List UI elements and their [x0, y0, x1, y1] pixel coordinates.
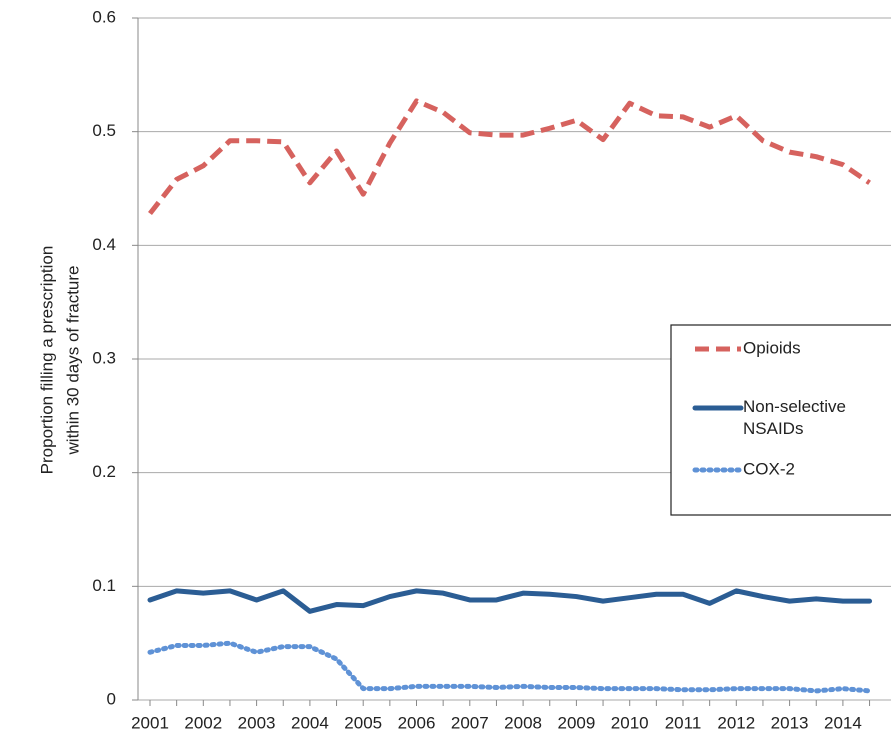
x-tick-label: 2014: [824, 713, 862, 732]
x-tick-label: 2006: [398, 713, 436, 732]
x-tick-label: 2003: [238, 713, 276, 732]
data-line: [147, 588, 873, 614]
x-tick-label: 2009: [557, 713, 595, 732]
x-tick-label: 2008: [504, 713, 542, 732]
y-tick-label: 0.5: [92, 121, 116, 140]
y-tick-label: 0.2: [92, 462, 116, 481]
legend: Opioids Non-selective NSAIDs COX-2: [670, 324, 891, 516]
x-tick-label: 2011: [665, 713, 702, 732]
legend-label: Opioids: [743, 338, 801, 357]
y-axis-label: Proportion filling a prescription: [37, 246, 56, 475]
data-line: [147, 640, 873, 694]
x-tick-label: 2010: [611, 713, 649, 732]
y-tick-label: 0.3: [92, 348, 116, 367]
x-tick-label: 2002: [184, 713, 222, 732]
x-tick-label: 2005: [344, 713, 382, 732]
x-tick-label: 2007: [451, 713, 489, 732]
y-tick-label: 0.1: [92, 576, 116, 595]
x-tick-label: 2013: [771, 713, 809, 732]
legend-label: COX-2: [743, 459, 795, 478]
x-tick-label: 2001: [131, 713, 169, 732]
y-tick-label: 0.4: [92, 235, 116, 254]
legend-label: Non-selective NSAIDs: [743, 397, 846, 438]
y-tick-label: 0: [107, 689, 116, 708]
y-axis-label: within 30 days of fracture: [63, 266, 82, 456]
x-tick-label: 2004: [291, 713, 329, 732]
y-tick-label: 0.6: [92, 7, 116, 26]
data-line: [148, 98, 871, 216]
x-tick-label: 2012: [717, 713, 755, 732]
legend-box: [670, 324, 891, 516]
